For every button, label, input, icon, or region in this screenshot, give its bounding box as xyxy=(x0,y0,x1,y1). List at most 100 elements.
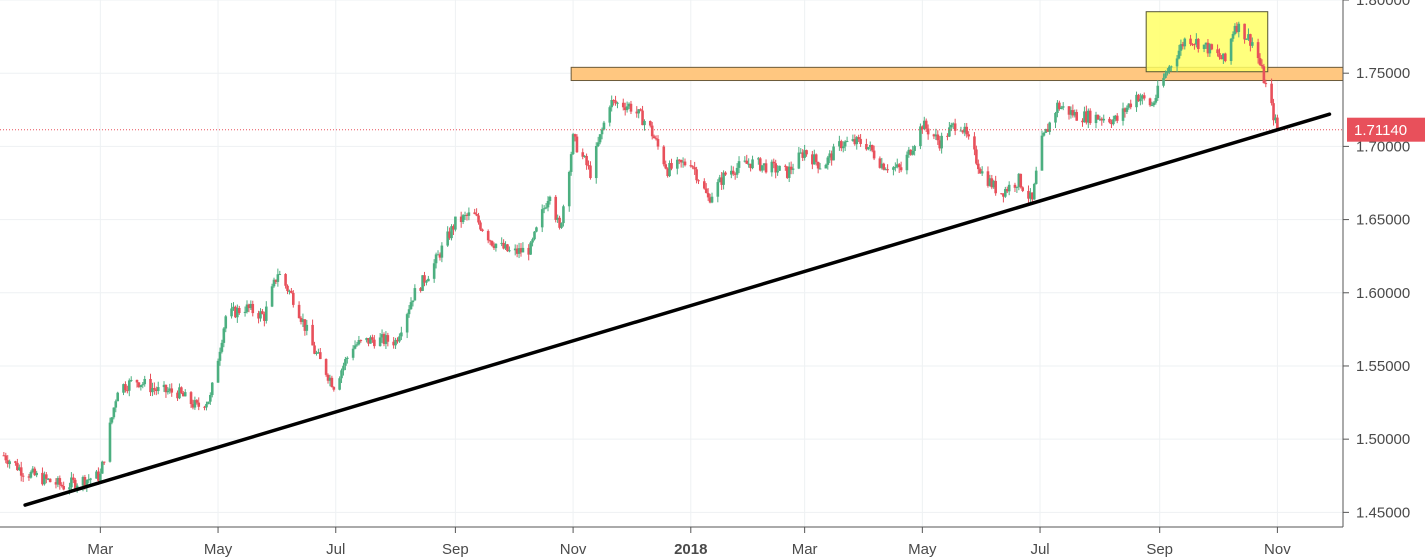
y-tick-label: 1.65000 xyxy=(1356,212,1410,229)
candle-body xyxy=(45,474,48,479)
candle-body xyxy=(33,468,37,476)
candle-body xyxy=(382,334,386,344)
candle-body xyxy=(154,389,158,392)
candle-body xyxy=(230,308,233,317)
candle-body xyxy=(799,152,803,154)
candle-body xyxy=(1114,115,1117,120)
candle-body xyxy=(116,392,120,402)
candle-body xyxy=(621,102,625,108)
candlesticks xyxy=(2,21,1279,495)
candle-body xyxy=(396,339,399,342)
candle-body xyxy=(867,147,870,150)
candle-body xyxy=(1148,98,1152,106)
candle-body xyxy=(114,401,118,408)
candle-body xyxy=(540,209,544,228)
candle-body xyxy=(894,166,897,168)
candle-body xyxy=(203,406,206,408)
candle-body xyxy=(99,473,102,481)
candle-body xyxy=(421,275,424,291)
candle-body xyxy=(284,274,287,286)
candle-body xyxy=(189,392,193,405)
candle-body xyxy=(438,254,442,258)
candle-body xyxy=(811,154,814,165)
candle-body xyxy=(724,172,727,175)
candle-body xyxy=(355,344,359,346)
candle-body xyxy=(789,166,793,170)
candle-body xyxy=(149,378,152,393)
candle-body xyxy=(1002,193,1005,197)
candle-body xyxy=(826,157,830,165)
candle-body xyxy=(1229,38,1233,62)
candle-body xyxy=(41,472,44,485)
candle-body xyxy=(1034,170,1038,184)
candle-body xyxy=(751,159,754,169)
candle-body xyxy=(1251,42,1254,46)
candle-body xyxy=(463,214,467,216)
candle-body xyxy=(1058,102,1061,109)
candle-body xyxy=(679,159,683,163)
candle-body xyxy=(21,475,25,477)
candle-body xyxy=(251,303,255,314)
candle-body xyxy=(291,292,295,305)
candle-body xyxy=(488,240,492,242)
candle-body xyxy=(272,279,276,287)
candle-body xyxy=(764,163,768,173)
candle-body xyxy=(654,138,658,140)
candle-body xyxy=(205,403,208,408)
candle-body xyxy=(965,126,969,135)
candle-body xyxy=(774,163,777,173)
candle-body xyxy=(737,161,741,168)
candle-body xyxy=(812,154,816,165)
candle-body xyxy=(1108,118,1111,123)
candle-body xyxy=(137,382,141,388)
candle-body xyxy=(6,460,10,465)
candle-body xyxy=(288,290,291,292)
candle-body xyxy=(838,141,841,147)
candle-body xyxy=(502,242,505,249)
candle-body xyxy=(454,216,457,230)
candle-body xyxy=(612,100,615,102)
candle-body xyxy=(164,384,168,393)
candle-body xyxy=(953,123,957,131)
candle-body xyxy=(72,477,75,480)
candle-body xyxy=(668,163,671,177)
candle-body xyxy=(938,140,942,149)
candle-body xyxy=(1274,117,1277,121)
candle-body xyxy=(1235,25,1239,32)
candle-body xyxy=(745,160,749,164)
candle-body xyxy=(558,217,561,228)
candle-body xyxy=(303,319,307,331)
candle-body xyxy=(110,417,114,423)
candle-body xyxy=(1067,106,1071,115)
candle-body xyxy=(122,384,125,393)
candle-body xyxy=(895,164,899,167)
candle-body xyxy=(481,229,484,232)
candle-body xyxy=(949,124,953,128)
candle-body xyxy=(369,337,372,344)
candle-body xyxy=(598,134,602,143)
candle-body xyxy=(683,161,687,166)
candle-body xyxy=(816,161,820,169)
candle-body xyxy=(531,239,534,243)
candle-body xyxy=(905,154,909,171)
candle-body xyxy=(760,165,764,171)
candle-body xyxy=(990,178,994,188)
candle-body xyxy=(1237,23,1241,32)
candle-body xyxy=(87,479,91,481)
candle-body xyxy=(210,382,214,395)
candle-body xyxy=(247,304,251,309)
x-tick-label: Jul xyxy=(1030,541,1049,557)
candle-body xyxy=(73,479,77,489)
candle-body xyxy=(1247,34,1250,39)
candle-body xyxy=(27,476,31,478)
candle-body xyxy=(500,242,503,244)
candle-body xyxy=(317,352,320,354)
x-tick-label: May xyxy=(204,541,233,557)
candle-body xyxy=(313,345,316,354)
candle-body xyxy=(1179,44,1183,51)
candle-body xyxy=(1017,173,1021,187)
candle-body xyxy=(58,478,62,485)
candle-body xyxy=(301,319,305,322)
candle-body xyxy=(446,231,449,246)
candle-body xyxy=(1154,98,1158,103)
